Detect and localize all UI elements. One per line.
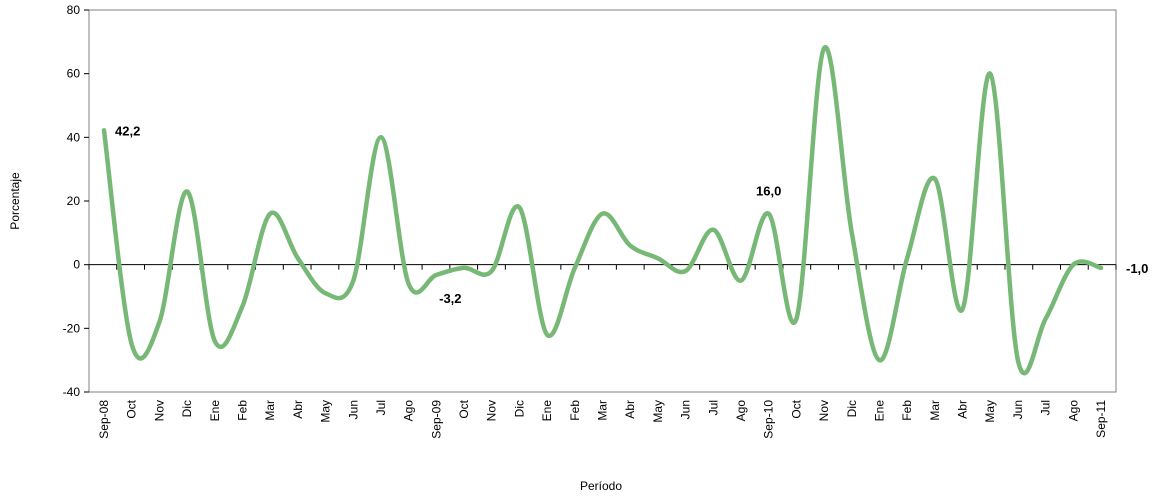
- x-tick-label: Jun: [1011, 400, 1025, 419]
- series-line: [101, 45, 1104, 376]
- y-axis-title: Porcentaje: [8, 172, 22, 230]
- data-label: -3,2: [439, 291, 461, 306]
- x-axis-title: Período: [580, 479, 622, 493]
- x-tick-label: Abr: [623, 400, 637, 419]
- x-tick-label: Ene: [872, 400, 886, 422]
- x-tick-label: Abr: [956, 400, 970, 419]
- x-tick-label: Jul: [1039, 400, 1053, 415]
- x-tick-label: Oct: [457, 399, 471, 418]
- x-tick-label: Mar: [928, 400, 942, 421]
- data-label: -1,0: [1126, 261, 1148, 276]
- x-tick-label: Sep-09: [429, 400, 443, 439]
- x-tick-label: Jun: [346, 400, 360, 419]
- x-tick-label: Abr: [291, 400, 305, 419]
- y-tick-label: 20: [67, 194, 81, 208]
- x-tick-label: Sep-11: [1094, 400, 1108, 438]
- x-tick-label: Jul: [706, 400, 720, 415]
- x-tick-label: May: [319, 400, 333, 423]
- y-tick-label: 80: [67, 3, 81, 17]
- x-tick-label: Nov: [817, 400, 831, 421]
- y-tick-label: -40: [63, 385, 81, 399]
- x-tick-label: Ago: [1066, 400, 1080, 422]
- x-tick-label: Mar: [596, 400, 610, 421]
- x-tick-label: Nov: [485, 400, 499, 421]
- x-tick-label: Nov: [152, 400, 166, 421]
- x-tick-label: May: [983, 400, 997, 423]
- y-axis: -40 -20 0 20 40 60 80: [63, 3, 89, 399]
- x-tick-label: Jul: [374, 400, 388, 415]
- x-tick-label: May: [651, 400, 665, 423]
- y-tick-label: 60: [67, 67, 81, 81]
- x-tick-label: Dic: [512, 400, 526, 417]
- data-label: 42,2: [115, 123, 140, 138]
- x-tick-label: Ene: [208, 400, 222, 422]
- x-tick-label: Jun: [679, 400, 693, 419]
- x-tick-label: Sep-08: [97, 400, 111, 439]
- plot-area: [88, 9, 1117, 393]
- x-tick-label: Mar: [263, 400, 277, 421]
- x-tick-label: Dic: [180, 400, 194, 417]
- x-tick-label: Ago: [734, 400, 748, 422]
- x-tick-label: Ago: [402, 400, 416, 422]
- x-tick-label: Ene: [540, 400, 554, 422]
- x-tick-label: Feb: [900, 400, 914, 421]
- x-axis: Sep-08 Oct Nov Dic Ene Feb Mar Abr May Jun Jul Ago S…: [88, 264, 1117, 439]
- y-tick-label: 0: [73, 258, 80, 272]
- x-tick-label: Oct: [789, 399, 803, 418]
- x-tick-label: Sep-10: [762, 400, 776, 439]
- y-tick-label: 40: [67, 130, 81, 144]
- x-tick-label: Feb: [235, 400, 249, 421]
- data-label: 16,0: [756, 184, 781, 199]
- data-labels: 42,2 -3,2 16,0 -1,0: [115, 123, 1148, 306]
- x-tick-label: Feb: [568, 400, 582, 421]
- x-tick-label: Oct: [125, 399, 139, 418]
- y-tick-label: -20: [63, 321, 81, 335]
- x-tick-label: Dic: [845, 400, 859, 417]
